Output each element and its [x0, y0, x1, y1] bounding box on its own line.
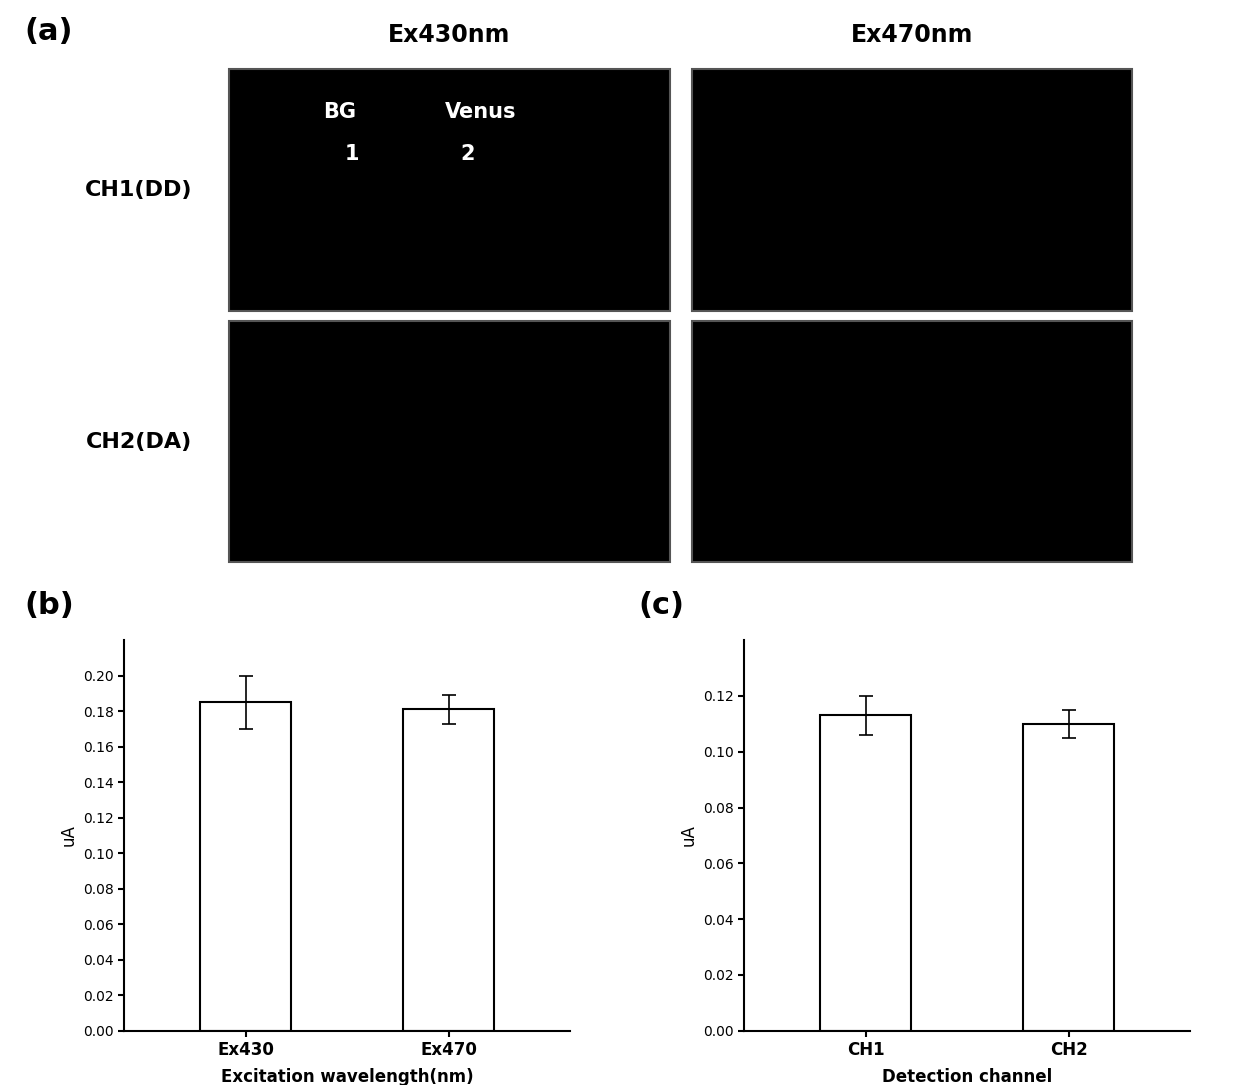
Y-axis label: uA: uA — [60, 825, 77, 846]
Bar — [229, 69, 670, 310]
Bar — [692, 321, 1132, 562]
X-axis label: Excitation wavelength(nm): Excitation wavelength(nm) — [221, 1068, 474, 1085]
Bar — [403, 710, 495, 1031]
Text: 1: 1 — [345, 143, 360, 164]
Text: (a): (a) — [25, 17, 73, 47]
Text: (b): (b) — [25, 591, 74, 621]
X-axis label: Detection channel: Detection channel — [882, 1068, 1053, 1085]
Text: BG: BG — [322, 102, 356, 123]
Text: Ex470nm: Ex470nm — [851, 23, 973, 47]
Bar — [820, 715, 911, 1031]
Bar — [200, 702, 291, 1031]
Text: 2: 2 — [461, 143, 475, 164]
Bar — [229, 321, 670, 562]
Text: Venus: Venus — [445, 102, 516, 123]
Bar — [692, 69, 1132, 310]
Y-axis label: uA: uA — [680, 825, 697, 846]
Text: (c): (c) — [639, 591, 684, 621]
Bar — [1023, 724, 1115, 1031]
Text: Ex430nm: Ex430nm — [388, 23, 511, 47]
Text: CH1(DD): CH1(DD) — [84, 180, 192, 200]
Text: CH2(DA): CH2(DA) — [86, 432, 192, 451]
